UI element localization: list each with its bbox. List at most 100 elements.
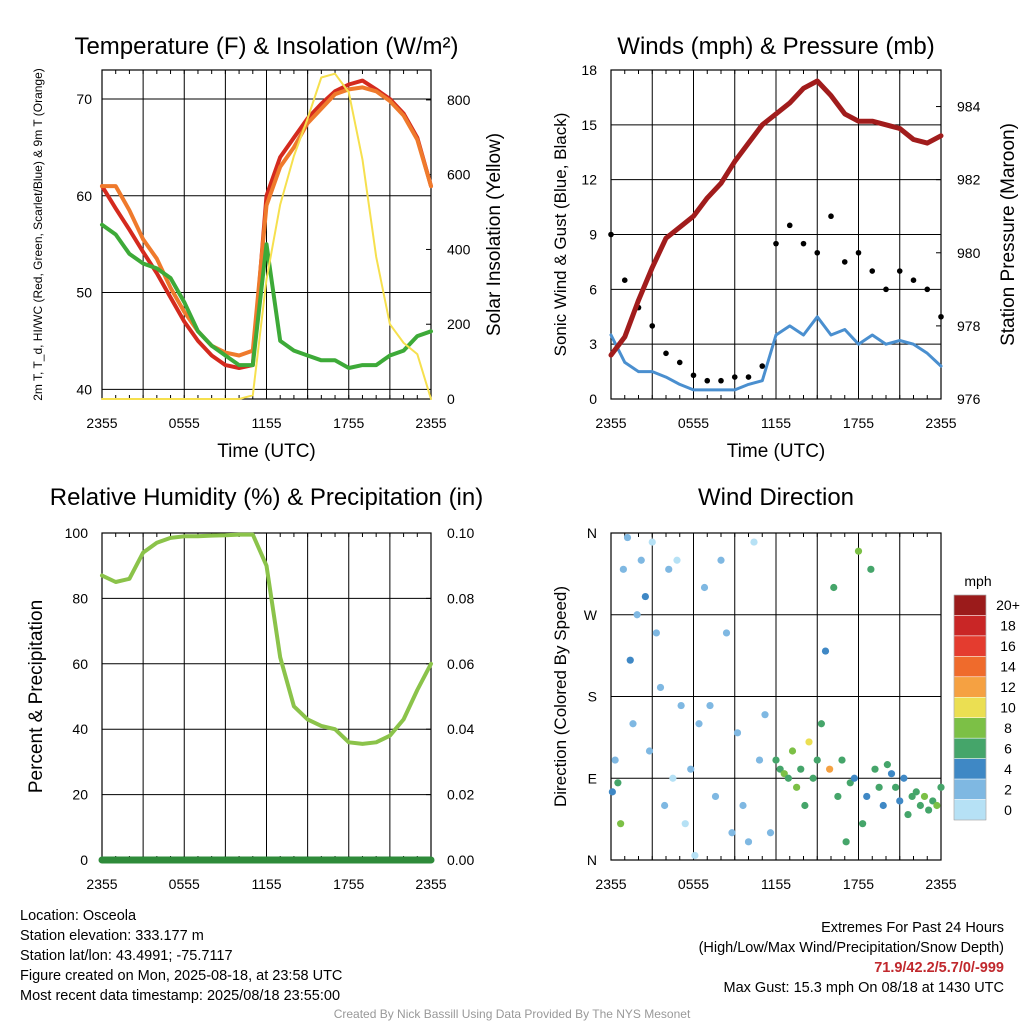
colorbar-swatch [953, 676, 987, 698]
y2-tick-label: 0.02 [447, 787, 474, 803]
x-tick-label: 1755 [333, 415, 364, 431]
gust-point [663, 350, 669, 357]
colorbar-swatch [953, 737, 987, 759]
direction-point [813, 756, 821, 764]
direction-point [801, 801, 809, 810]
gust-point [855, 249, 862, 256]
y2-axis-label: Station Pressure (Maroon) [998, 123, 1019, 346]
colorbar-label: 0 [1004, 802, 1012, 818]
station-location: Location: Osceola [20, 908, 137, 924]
y-tick-label: 100 [65, 525, 89, 541]
y-tick-label: 60 [72, 656, 88, 672]
gust-point [745, 374, 752, 380]
x-tick-label: 1155 [761, 415, 791, 431]
direction-point [665, 565, 673, 573]
direction-point [611, 756, 619, 764]
gust-point [704, 377, 711, 384]
direction-point [750, 538, 758, 546]
gust-point [786, 222, 793, 229]
y-tick-label: N [587, 852, 597, 868]
series-line [609, 315, 943, 392]
direction-point [669, 774, 677, 782]
direction-point [863, 792, 871, 801]
series-line [100, 85, 433, 358]
chart-title: Relative Humidity (%) & Precipitation (i… [50, 484, 483, 511]
direction-point [673, 556, 681, 564]
colorbar-swatch [953, 635, 987, 657]
direction-point [711, 792, 720, 801]
y2-tick-label: 0.08 [447, 590, 474, 606]
gust-point [910, 277, 917, 283]
x-tick-label: 2355 [595, 876, 626, 892]
extremes-values: 71.9/42.2/5.7/0/-999 [874, 960, 1004, 976]
y2-tick-label: 0.00 [447, 852, 474, 868]
direction-point [937, 783, 945, 791]
y-tick-label: 40 [76, 381, 92, 397]
chart-title: Wind Direction [698, 484, 854, 511]
x-tick-label: 2355 [415, 415, 446, 431]
direction-point [797, 765, 805, 773]
direction-point [805, 738, 813, 746]
direction-point [623, 533, 632, 542]
colorbar-label: 4 [1004, 761, 1012, 777]
direction-point [854, 547, 863, 555]
x-tick-label: 0555 [169, 876, 200, 892]
gust-point [621, 277, 628, 283]
y-tick-label: 60 [76, 188, 92, 204]
direction-point [883, 761, 891, 769]
gust-point [731, 374, 738, 380]
gust-point [938, 313, 944, 320]
direction-point [691, 851, 699, 860]
direction-point [700, 583, 709, 592]
extremes-info: Extremes For Past 24 Hours (High/Low/Max… [699, 918, 1004, 998]
direction-point [788, 747, 797, 755]
gust-point [924, 286, 931, 293]
direction-point [695, 720, 703, 728]
direction-point [633, 611, 641, 619]
direction-point [838, 756, 846, 764]
x-tick-label: 1155 [761, 876, 791, 892]
direction-point [677, 701, 685, 710]
y-axis-label: Direction (Colored By Speed) [551, 586, 570, 807]
colorbar-swatch [953, 758, 987, 780]
direction-point [661, 801, 669, 810]
gust-point [883, 286, 889, 293]
gust-point [828, 213, 834, 220]
direction-point [717, 556, 725, 564]
y-tick-label: 50 [76, 285, 92, 301]
direction-point [645, 747, 654, 755]
y-tick-label: 18 [581, 62, 597, 78]
y-tick-label: 80 [72, 590, 88, 606]
colorbar-unit: mph [964, 573, 991, 589]
x-tick-label: 1755 [843, 876, 874, 892]
y-tick-label: 12 [581, 172, 597, 188]
colorbar-swatch [953, 717, 987, 739]
direction-point [626, 656, 634, 664]
direction-point [722, 629, 731, 637]
y2-tick-label: 800 [447, 92, 471, 108]
direction-point [809, 774, 817, 782]
figure-created: Figure created on Mon, 2025-08-18, at 23… [20, 968, 343, 984]
gust-point [649, 323, 656, 329]
gust-point [718, 377, 724, 384]
y-tick-label: 20 [72, 787, 88, 803]
station-latlon: Station lat/lon: 43.4991; -75.7117 [20, 948, 233, 964]
x-tick-label: 2355 [925, 876, 956, 892]
direction-point [925, 806, 933, 814]
series-line [100, 222, 433, 370]
colorbar-swatch [953, 594, 987, 616]
colorbar-swatch [953, 799, 987, 821]
colorbar-swatch [953, 615, 987, 637]
colorbar-swatch [953, 656, 987, 678]
y2-tick-label: 0 [447, 391, 455, 407]
y2-tick-label: 978 [957, 318, 981, 334]
direction-point [920, 792, 929, 801]
direction-point [761, 711, 769, 719]
y-tick-label: 0 [589, 391, 597, 407]
direction-point [859, 820, 867, 828]
direction-point [755, 756, 764, 764]
gust-point [676, 359, 683, 366]
series-line [100, 532, 433, 746]
x-tick-label: 1155 [251, 415, 281, 431]
y-tick-label: 3 [589, 336, 597, 352]
